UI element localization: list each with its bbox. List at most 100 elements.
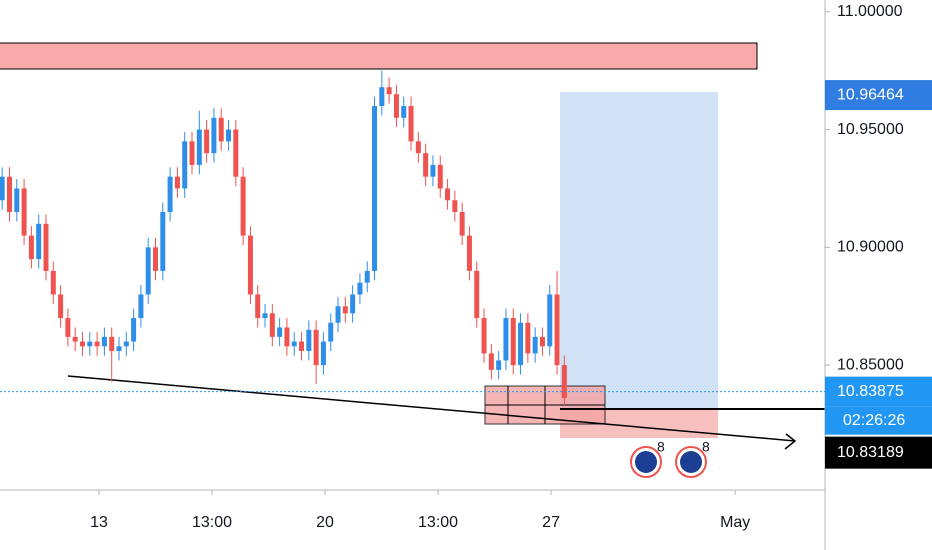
candle-body bbox=[72, 336, 78, 342]
event-count: 8 bbox=[702, 439, 710, 455]
candle-body bbox=[50, 270, 56, 295]
candle-body bbox=[401, 106, 407, 118]
candle-body bbox=[532, 336, 538, 354]
candle-body bbox=[379, 87, 385, 107]
candle-body bbox=[561, 365, 567, 399]
candle-body bbox=[204, 129, 210, 154]
candle-body bbox=[386, 87, 392, 95]
candle-body bbox=[6, 176, 12, 213]
candle-body bbox=[313, 329, 319, 366]
candle-body bbox=[452, 200, 458, 213]
crosshair-badge bbox=[825, 436, 932, 469]
crosshair-badge-label: 10.83189 bbox=[837, 444, 904, 461]
event-flag bbox=[680, 451, 702, 473]
candle-body bbox=[393, 94, 399, 118]
candle-body bbox=[226, 129, 232, 142]
candle-body bbox=[364, 270, 370, 283]
candle-body bbox=[101, 336, 107, 347]
x-tick-label: 20 bbox=[316, 514, 334, 531]
candle-body bbox=[87, 341, 93, 347]
candle-body bbox=[466, 235, 472, 271]
candle-body bbox=[277, 327, 283, 337]
x-tick-label: 13:00 bbox=[418, 514, 458, 531]
candle-body bbox=[342, 306, 348, 314]
candle-body bbox=[525, 322, 531, 354]
long-target-zone[interactable] bbox=[560, 92, 718, 409]
candle-body bbox=[218, 117, 224, 142]
trend-line[interactable] bbox=[67, 375, 796, 442]
candle-body bbox=[415, 141, 421, 154]
candle-body bbox=[153, 247, 159, 271]
candle-body bbox=[0, 176, 5, 201]
candle-body bbox=[430, 164, 436, 177]
candle-body bbox=[80, 341, 85, 347]
candle-body bbox=[167, 176, 173, 213]
candle-body bbox=[36, 223, 42, 260]
candle-body bbox=[94, 341, 100, 347]
candle-body bbox=[116, 346, 122, 352]
candle-body bbox=[21, 188, 27, 236]
y-tick-label: 10.85000 bbox=[837, 356, 904, 373]
candle-body bbox=[335, 306, 341, 323]
candle-body bbox=[481, 318, 487, 354]
candle-body bbox=[539, 336, 545, 347]
candle-body bbox=[328, 322, 334, 342]
candle-body bbox=[247, 235, 253, 295]
candle-body bbox=[43, 223, 49, 271]
candle-body bbox=[189, 141, 195, 165]
candles bbox=[0, 70, 567, 406]
candle-body bbox=[372, 106, 378, 271]
countdown-badge bbox=[825, 406, 932, 435]
candle-body bbox=[350, 294, 356, 314]
price-badge bbox=[825, 80, 932, 111]
candle-body bbox=[160, 212, 166, 271]
price-badge-label: 10.83875 bbox=[837, 383, 904, 400]
candle-body bbox=[408, 106, 414, 142]
event-flag bbox=[635, 451, 657, 473]
candle-body bbox=[284, 327, 290, 347]
x-tick-label: May bbox=[720, 514, 750, 531]
candle-body bbox=[437, 164, 443, 189]
candle-body bbox=[131, 318, 137, 342]
candle-body bbox=[474, 270, 480, 319]
candle-body bbox=[306, 329, 312, 352]
candle-body bbox=[547, 294, 553, 347]
trend-arrow bbox=[784, 433, 797, 450]
y-tick-label: 10.90000 bbox=[837, 239, 904, 256]
candle-body bbox=[240, 176, 246, 236]
candle-body bbox=[488, 353, 494, 370]
candle-body bbox=[233, 129, 239, 177]
y-tick-label: 11.00000 bbox=[837, 3, 903, 20]
candle-body bbox=[255, 294, 261, 319]
candle-body bbox=[58, 294, 64, 319]
candle-body bbox=[145, 247, 151, 295]
candle-body bbox=[503, 318, 509, 361]
x-tick-label: 13:00 bbox=[192, 514, 232, 531]
resistance-zone[interactable] bbox=[0, 42, 758, 70]
candle-body bbox=[262, 313, 268, 319]
price-badge-label: 10.96464 bbox=[837, 86, 904, 103]
candle-body bbox=[299, 341, 305, 352]
candle-body bbox=[65, 318, 71, 337]
event-count: 8 bbox=[657, 439, 665, 455]
candle-body bbox=[496, 360, 502, 370]
events: 8 8 bbox=[630, 439, 710, 478]
candle-body bbox=[518, 322, 524, 366]
drawings bbox=[0, 42, 825, 450]
candle-body bbox=[510, 318, 516, 366]
candle-body bbox=[174, 176, 180, 189]
y-tick-label: 10.95000 bbox=[837, 121, 904, 138]
candle-body bbox=[445, 188, 451, 201]
candle-body bbox=[423, 153, 429, 177]
candle-body bbox=[109, 336, 115, 352]
candle-body bbox=[138, 294, 144, 319]
candle-body bbox=[182, 141, 188, 189]
x-tick-label: 27 bbox=[542, 514, 560, 531]
candle-body bbox=[357, 282, 363, 295]
candle-body bbox=[291, 341, 297, 347]
countdown-label: 02:26:26 bbox=[843, 412, 905, 429]
candle-body bbox=[554, 294, 560, 366]
candle-body bbox=[14, 188, 20, 213]
candle-body bbox=[123, 341, 129, 347]
